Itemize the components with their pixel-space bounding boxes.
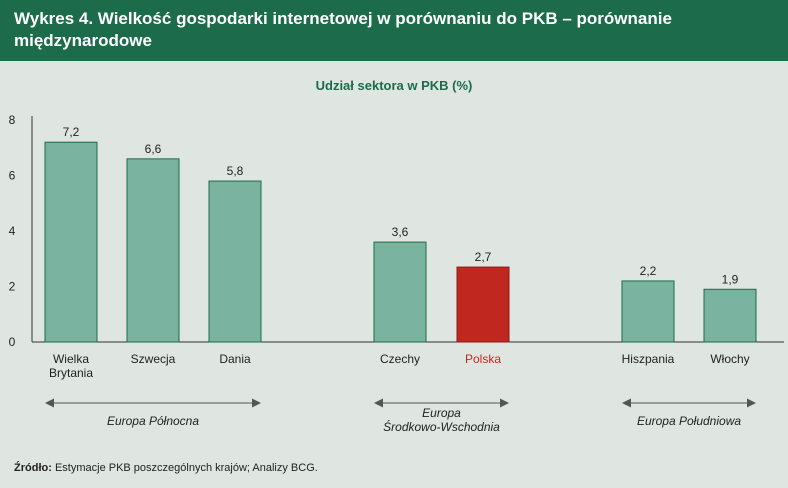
x-tick-label: Wielka [53, 352, 89, 366]
y-tick-label: 8 [9, 113, 16, 127]
bar-value-label: 2,7 [475, 250, 492, 264]
bar-szwecja [126, 158, 180, 343]
bar-wielka-brytania [44, 141, 98, 343]
bar-value-label: 3,6 [392, 225, 409, 239]
bar-czechy [373, 241, 427, 343]
chart-header: Wykres 4. Wielkość gospodarki internetow… [0, 0, 788, 61]
group-label: Europa [422, 406, 461, 420]
bar-value-label: 7,2 [63, 125, 80, 139]
bar-value-label: 6,6 [145, 142, 162, 156]
chart-title: Wykres 4. Wielkość gospodarki internetow… [14, 9, 672, 50]
arrow-right-icon [747, 398, 756, 408]
arrow-right-icon [500, 398, 509, 408]
bar-value-label: 2,2 [640, 264, 657, 278]
bar-polska [456, 266, 510, 343]
y-tick-label: 0 [9, 335, 16, 349]
source-label: Źródło: [14, 462, 52, 474]
x-tick-label: Szwecja [131, 352, 176, 366]
arrow-right-icon [252, 398, 261, 408]
bar-włochy [703, 288, 757, 343]
group-label: Środkowo-Wschodnia [383, 419, 500, 434]
x-tick-label: Czechy [380, 352, 420, 366]
arrow-left-icon [45, 398, 54, 408]
bar-dania [208, 180, 262, 343]
bar-value-label: 5,8 [227, 164, 244, 178]
group-label: Europa Południowa [637, 414, 741, 428]
x-tick-label: Dania [219, 352, 251, 366]
y-tick-label: 2 [9, 280, 16, 294]
source-text: Estymacje PKB poszczególnych krajów; Ana… [51, 462, 318, 474]
x-tick-label: Brytania [49, 366, 93, 380]
x-tick-label: Polska [465, 352, 501, 366]
x-tick-label: Włochy [710, 352, 749, 366]
arrow-left-icon [374, 398, 383, 408]
y-tick-label: 4 [9, 224, 16, 238]
source-note: Źródło: Estymacje PKB poszczególnych kra… [14, 462, 318, 474]
x-tick-label: Hiszpania [622, 352, 675, 366]
bar-hiszpania [621, 280, 675, 343]
chart-subtitle: Udział sektora w PKB (%) [315, 78, 473, 93]
y-tick-label: 6 [9, 169, 16, 183]
group-label: Europa Północna [107, 414, 199, 428]
arrow-left-icon [622, 398, 631, 408]
bar-value-label: 1,9 [722, 272, 739, 286]
